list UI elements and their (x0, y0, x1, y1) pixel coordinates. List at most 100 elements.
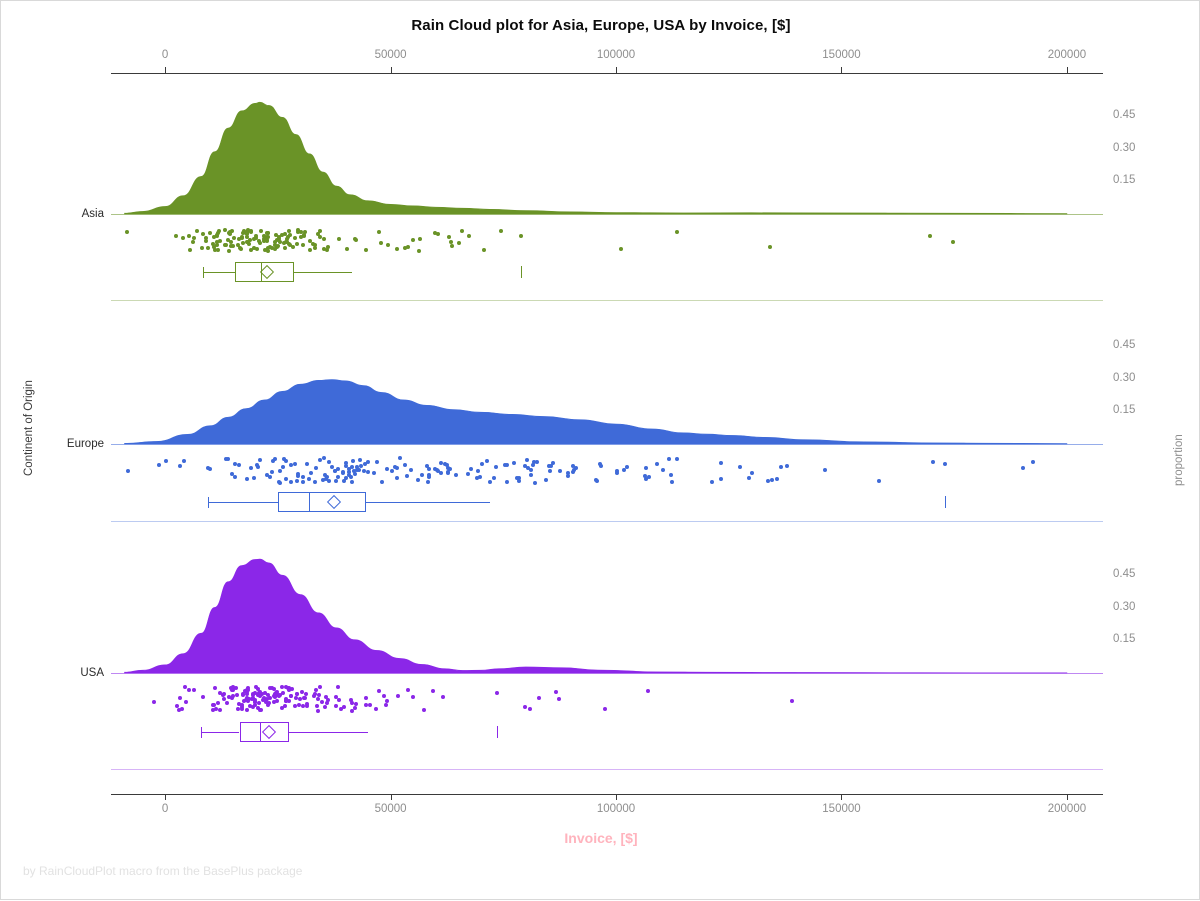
data-point (405, 244, 410, 249)
data-point (262, 234, 267, 239)
data-point (246, 240, 251, 245)
data-point (245, 231, 249, 236)
data-point (374, 460, 379, 465)
data-point (256, 693, 261, 698)
data-point (543, 478, 548, 483)
data-point (515, 476, 520, 481)
data-point (289, 480, 294, 485)
x-axis-tick (390, 67, 392, 73)
data-point (258, 690, 263, 694)
data-point (177, 708, 182, 713)
data-point (319, 699, 324, 704)
box-iqr (277, 492, 366, 512)
data-point (283, 232, 287, 237)
data-point (255, 463, 260, 468)
data-point (229, 240, 234, 245)
data-point (263, 699, 268, 704)
data-point (285, 239, 290, 244)
data-point (245, 234, 250, 239)
data-point (737, 465, 742, 470)
data-point (666, 456, 671, 461)
data-point (234, 693, 239, 698)
data-point (449, 240, 454, 245)
data-point (261, 696, 266, 701)
data-point (534, 459, 539, 464)
data-point (187, 247, 192, 252)
outlier-point (494, 691, 499, 695)
data-point (187, 687, 192, 692)
x-axis-tick-label: 50000 (374, 49, 407, 61)
data-point (931, 459, 936, 464)
x-axis-tick (390, 794, 392, 800)
data-point (336, 697, 341, 702)
data-point (416, 478, 421, 483)
data-point (253, 700, 258, 705)
data-point (273, 456, 278, 461)
x-axis-tick-label: 0 (161, 49, 169, 61)
data-point (444, 463, 449, 468)
data-point (255, 246, 260, 251)
data-point (675, 230, 680, 235)
whisker-low (203, 272, 235, 273)
data-point (352, 237, 357, 242)
data-point (281, 691, 286, 696)
data-point (324, 247, 329, 252)
data-point (318, 458, 323, 463)
x-axis-tick (616, 794, 618, 800)
data-point (180, 235, 185, 240)
data-point (409, 467, 414, 472)
data-point (494, 464, 499, 469)
data-point (273, 233, 278, 238)
data-point (269, 469, 274, 474)
data-point (260, 692, 265, 697)
data-point (279, 706, 284, 711)
data-point (615, 471, 620, 476)
data-point (213, 685, 218, 690)
outlier-point (519, 234, 524, 238)
data-point (432, 230, 437, 235)
data-point (427, 475, 432, 480)
data-point (364, 696, 369, 701)
data-point (376, 688, 381, 693)
data-point (226, 231, 231, 236)
data-point (344, 461, 349, 466)
data-point (208, 467, 213, 472)
data-point (790, 698, 795, 703)
data-point (280, 233, 285, 238)
data-point (248, 228, 253, 233)
x-axis-tick (165, 794, 167, 800)
data-point (352, 468, 357, 473)
data-point (305, 462, 310, 467)
data-point (522, 464, 527, 469)
data-point (283, 246, 288, 251)
proportion-tick-label: 0.30 (1113, 371, 1136, 384)
data-point (291, 245, 296, 250)
data-point (229, 472, 234, 477)
data-point (184, 700, 189, 705)
data-point (314, 466, 319, 471)
data-point (251, 695, 256, 700)
data-point (294, 242, 299, 247)
data-point (317, 693, 322, 698)
data-point (264, 697, 269, 702)
data-point (293, 695, 298, 700)
data-point (318, 234, 323, 239)
data-point (265, 246, 270, 251)
data-point (290, 686, 295, 691)
data-point (594, 477, 598, 482)
data-point (302, 229, 307, 234)
data-point (262, 247, 267, 252)
data-point (336, 466, 341, 471)
data-point (384, 467, 389, 472)
data-point (341, 470, 346, 475)
data-point (267, 695, 272, 700)
data-point (347, 469, 352, 474)
whisker-low (207, 502, 278, 503)
whisker-low (201, 732, 240, 733)
data-point (395, 246, 400, 251)
data-point (364, 702, 369, 707)
data-point (358, 458, 363, 463)
proportion-tick-label: 0.30 (1113, 141, 1136, 154)
box-outlier-tick (945, 496, 947, 508)
